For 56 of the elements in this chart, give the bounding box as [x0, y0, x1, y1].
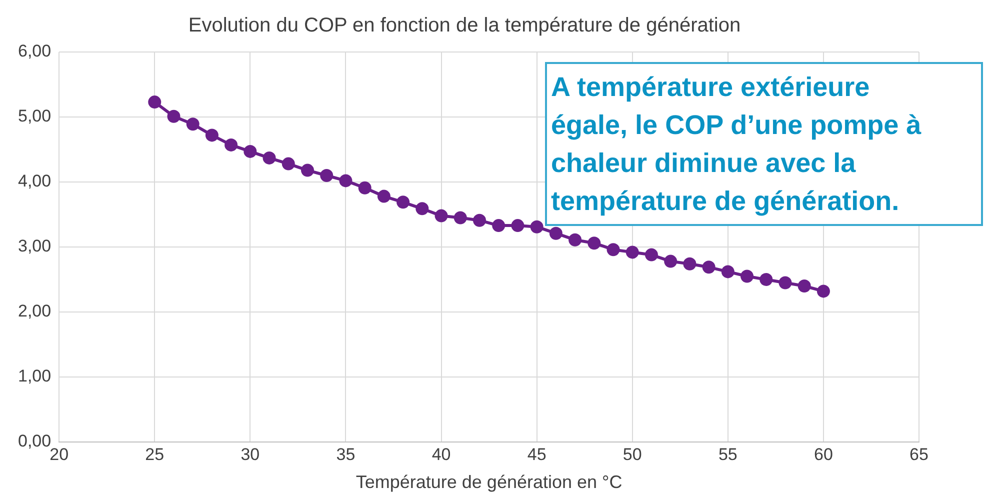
point	[778, 276, 792, 290]
point	[416, 202, 429, 216]
x-axis-title: Température de génération en °C	[356, 472, 622, 492]
x-tick-label: 50	[622, 444, 642, 464]
point	[683, 257, 696, 270]
point	[301, 164, 314, 177]
point	[644, 248, 658, 262]
point	[511, 219, 524, 232]
point	[148, 96, 162, 109]
point	[282, 157, 295, 170]
x-tick-label: 65	[910, 444, 928, 464]
point	[205, 128, 218, 142]
point	[472, 214, 486, 227]
point	[549, 226, 562, 240]
point	[530, 220, 544, 234]
point	[320, 169, 334, 182]
x-tick-label: 55	[718, 444, 738, 464]
y-tick-label: 5,00	[18, 106, 52, 126]
point	[798, 280, 811, 292]
point	[606, 243, 620, 256]
point	[816, 284, 830, 298]
x-tick-label: 45	[527, 444, 546, 464]
point	[434, 209, 448, 222]
annotation: A température extérieure égale, le COP d’une pompe à chaleur diminue avec la température de génération.	[545, 62, 983, 226]
point	[588, 236, 601, 250]
x-tick-label: 30	[240, 444, 260, 464]
point	[664, 254, 678, 268]
point	[358, 181, 372, 194]
point	[454, 211, 467, 224]
x-tick-label: 25	[145, 444, 164, 464]
x-tick-label: 35	[336, 444, 356, 464]
point	[626, 246, 639, 259]
point	[224, 138, 238, 152]
x-tick-label: 20	[50, 444, 69, 464]
point	[740, 270, 754, 283]
y-tick-label: 3,00	[18, 236, 52, 256]
chart-title: Evolution du COP en fonction de la température de génération	[188, 14, 741, 37]
point	[702, 260, 716, 274]
y-tick-label: 4,00	[18, 172, 52, 191]
y-tick-label: 1,00	[18, 366, 52, 386]
point	[262, 151, 276, 164]
point	[568, 233, 582, 246]
point	[186, 118, 200, 131]
point	[721, 265, 734, 278]
y-tick-label: 0,00	[18, 432, 52, 451]
point	[760, 273, 773, 286]
x-tick-label: 60	[814, 444, 833, 464]
point	[167, 110, 180, 123]
point	[396, 196, 410, 209]
point	[492, 219, 506, 232]
x-tick-label: 40	[432, 444, 451, 464]
point	[377, 190, 390, 203]
y-tick-label: 6,00	[18, 42, 52, 61]
point	[339, 174, 352, 188]
point	[244, 144, 257, 158]
y-tick-label: 2,00	[18, 302, 52, 321]
